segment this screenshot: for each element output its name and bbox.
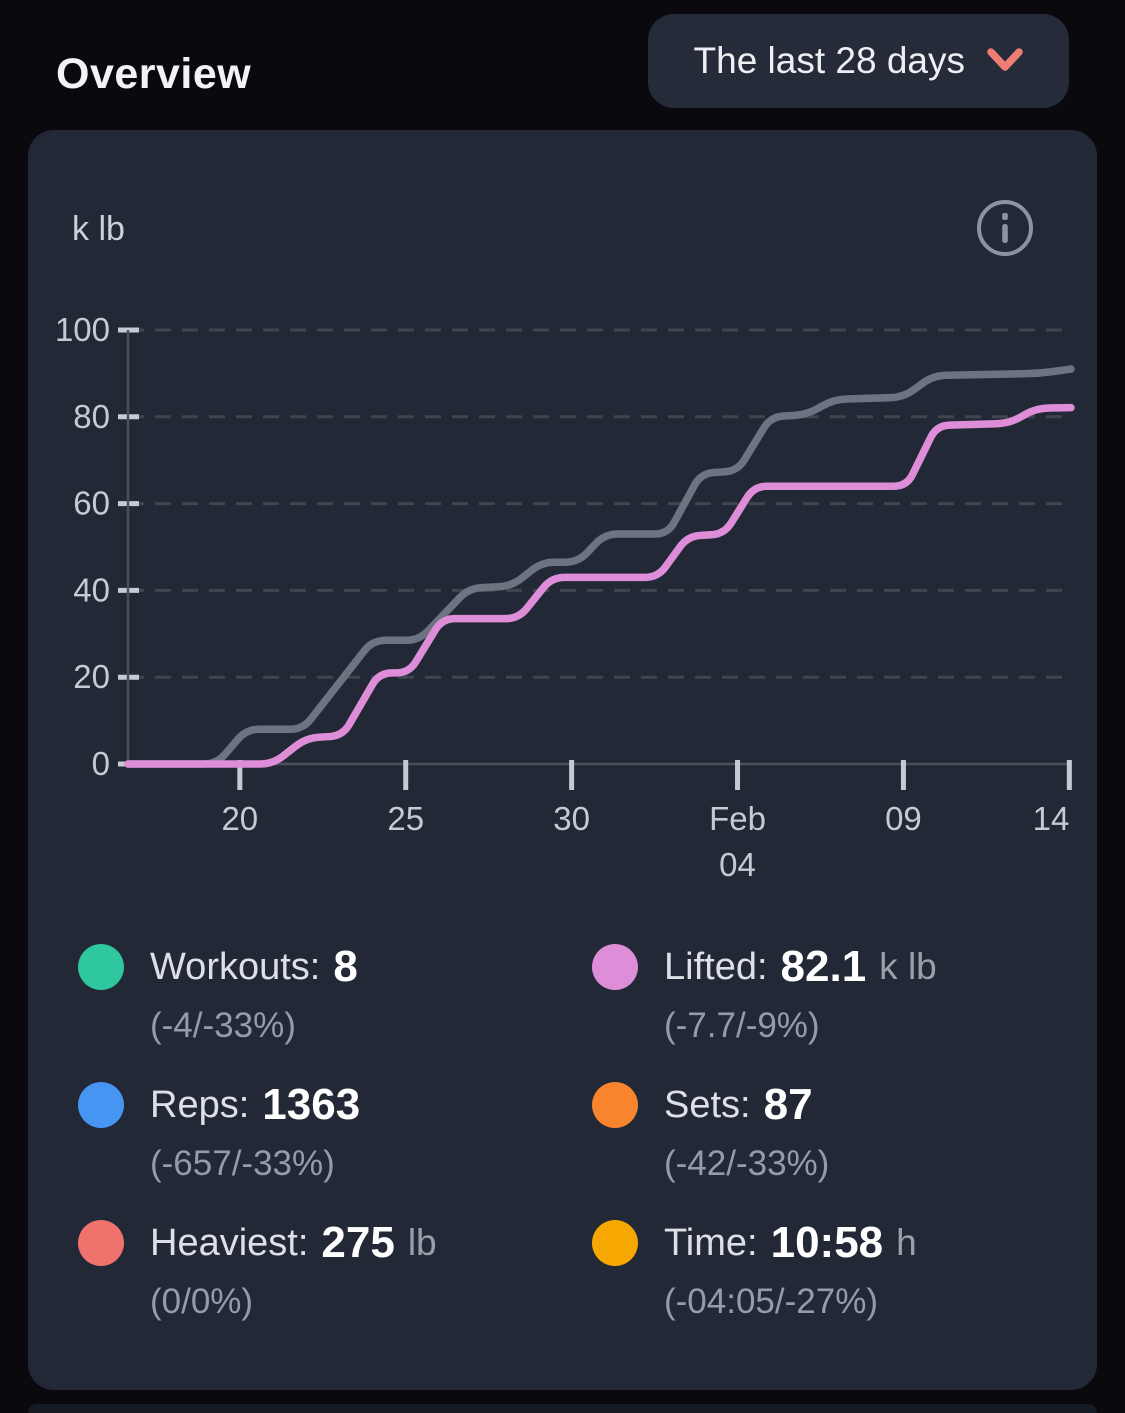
legend-item-workouts: Workouts: 8 (-4/-33%) bbox=[78, 942, 592, 1046]
svg-text:30: 30 bbox=[553, 800, 590, 837]
time-dot bbox=[592, 1220, 638, 1266]
legend-item-time: Time: 10:58 h (-04:05/-27%) bbox=[592, 1218, 1047, 1322]
time-value: 10:58 bbox=[770, 1218, 884, 1267]
next-card-peek bbox=[28, 1404, 1097, 1413]
heaviest-unit: lb bbox=[407, 1222, 437, 1263]
svg-text:40: 40 bbox=[73, 571, 110, 608]
svg-text:0: 0 bbox=[92, 745, 110, 782]
chevron-down-icon bbox=[987, 48, 1023, 71]
legend-item-reps: Reps: 1363 (-657/-33%) bbox=[78, 1080, 592, 1184]
svg-text:04: 04 bbox=[719, 846, 756, 883]
y-axis-unit-label: k lb bbox=[72, 210, 125, 248]
svg-text:25: 25 bbox=[387, 800, 424, 837]
legend-item-lifted: Lifted: 82.1 k lb (-7.7/-9%) bbox=[592, 942, 1047, 1046]
svg-text:09: 09 bbox=[885, 800, 922, 837]
lifted-label: Lifted: bbox=[664, 945, 768, 988]
info-icon[interactable] bbox=[973, 196, 1037, 260]
overview-card: k lb 0 20 40 60 80 100 20 25 30 Feb 04 09 14 Workout… bbox=[28, 130, 1097, 1390]
time-delta: (-04:05/-27%) bbox=[664, 1282, 878, 1321]
chart-legend: Workouts: 8 (-4/-33%) Lifted: 82.1 k lb … bbox=[78, 942, 1047, 1322]
workouts-dot bbox=[78, 944, 124, 990]
heaviest-label: Heaviest: bbox=[150, 1221, 309, 1264]
svg-text:14: 14 bbox=[1033, 800, 1070, 837]
sets-label: Sets: bbox=[664, 1083, 751, 1126]
svg-text:80: 80 bbox=[73, 398, 110, 435]
workouts-delta: (-4/-33%) bbox=[150, 1006, 296, 1045]
time-unit: h bbox=[896, 1222, 917, 1263]
heaviest-delta: (0/0%) bbox=[150, 1282, 254, 1321]
lifted-dot bbox=[592, 944, 638, 990]
legend-item-sets: Sets: 87 (-42/-33%) bbox=[592, 1080, 1047, 1184]
workouts-label: Workouts: bbox=[150, 945, 321, 988]
reps-value: 1363 bbox=[262, 1080, 361, 1129]
page-title: Overview bbox=[56, 50, 252, 98]
svg-text:100: 100 bbox=[55, 311, 110, 348]
svg-text:Feb: Feb bbox=[709, 800, 766, 837]
sets-dot bbox=[592, 1082, 638, 1128]
reps-label: Reps: bbox=[150, 1083, 250, 1126]
heaviest-dot bbox=[78, 1220, 124, 1266]
workouts-value: 8 bbox=[333, 942, 358, 991]
heaviest-value: 275 bbox=[321, 1218, 395, 1267]
lifted-unit: k lb bbox=[879, 946, 937, 987]
sets-value: 87 bbox=[763, 1080, 813, 1129]
legend-item-heaviest: Heaviest: 275 lb (0/0%) bbox=[78, 1218, 592, 1322]
time-label: Time: bbox=[664, 1221, 758, 1264]
overview-chart: 0 20 40 60 80 100 20 25 30 Feb 04 09 14 bbox=[55, 311, 1075, 883]
reps-dot bbox=[78, 1082, 124, 1128]
svg-text:20: 20 bbox=[221, 800, 258, 837]
date-range-dropdown[interactable]: The last 28 days bbox=[647, 14, 1069, 108]
lifted-value: 82.1 bbox=[780, 942, 867, 991]
sets-delta: (-42/-33%) bbox=[664, 1144, 830, 1183]
lifted-delta: (-7.7/-9%) bbox=[664, 1006, 820, 1045]
reps-delta: (-657/-33%) bbox=[150, 1144, 335, 1183]
svg-text:20: 20 bbox=[73, 658, 110, 695]
svg-text:60: 60 bbox=[73, 485, 110, 522]
date-range-label: The last 28 days bbox=[693, 40, 965, 81]
